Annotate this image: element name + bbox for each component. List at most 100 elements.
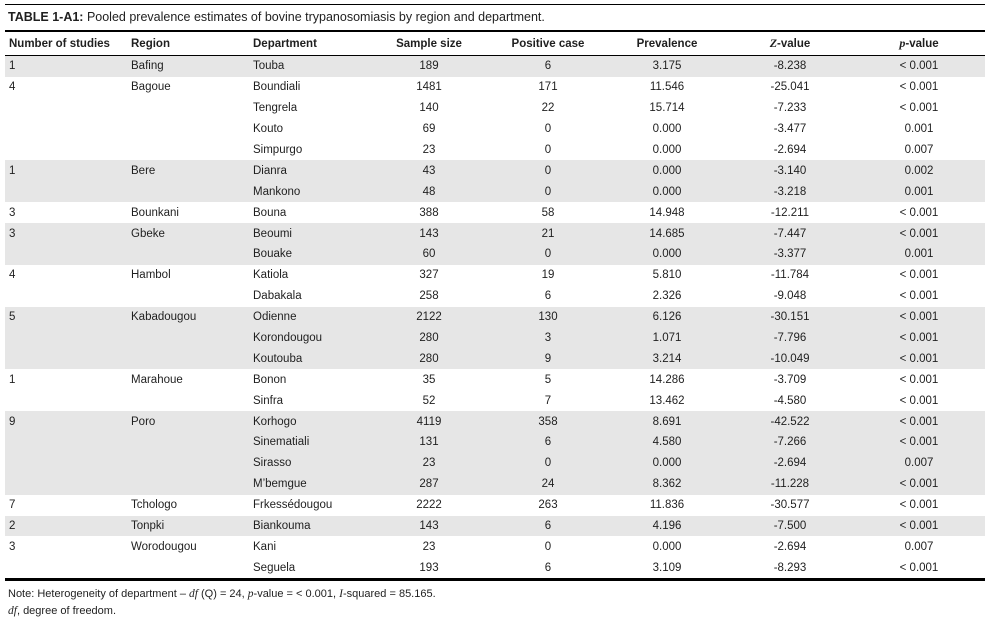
cell-number-of-studies: 3 — [5, 223, 127, 245]
plain-text: Sample size — [396, 37, 462, 50]
cell-prevalence: 0.000 — [652, 144, 682, 156]
cell-number-of-studies — [5, 557, 127, 579]
table-row: Sinfra 52 7 13.462 -4.580 < 0.001 — [5, 390, 985, 411]
table-title-label: TABLE 1-A1: — [8, 10, 84, 24]
cell-p-value: 0.001 — [904, 123, 934, 136]
cell-p-value: < 0.001 — [853, 327, 985, 349]
column-header-region: Region — [127, 31, 249, 56]
plain-text: -value — [777, 38, 811, 50]
cell-positive-case: 6 — [489, 432, 607, 453]
cell-sample-size: 143 — [369, 223, 489, 245]
cell-sample-size: 131 — [369, 432, 489, 453]
cell-department: Tengrela — [253, 102, 298, 115]
cell-positive-case: 0 — [544, 540, 552, 553]
cell-prevalence: 11.546 — [649, 81, 685, 94]
cell-positive-case: 0 — [489, 452, 607, 474]
cell-sample-size: 1481 — [416, 81, 442, 94]
italic-text: p — [899, 36, 906, 50]
cell-sample-size: 43 — [369, 160, 489, 182]
cell-region: Marahoue — [131, 373, 183, 386]
cell-number-of-studies: 7 — [9, 499, 16, 512]
table-title: TABLE 1-A1: Pooled prevalence estimates … — [5, 5, 985, 30]
cell-prevalence: 0.000 — [607, 452, 727, 474]
cell-department: Biankouma — [249, 515, 369, 537]
cell-z-value: -7.266 — [727, 432, 853, 453]
cell-p-value: < 0.001 — [899, 290, 939, 303]
cell-z-value: -7.796 — [727, 327, 853, 349]
table-row: 3 Worodougou Kani 23 0 0.000 -2.694 0.007 — [5, 536, 985, 557]
cell-number-of-studies — [5, 390, 127, 411]
cell-z-value: -30.151 — [727, 306, 853, 328]
cell-department: Touba — [249, 55, 369, 77]
cell-positive-case: 6 — [544, 561, 552, 574]
cell-p-value: < 0.001 — [853, 432, 985, 453]
cell-p-value: < 0.001 — [899, 499, 939, 512]
column-header-p-value: p-value — [853, 31, 985, 56]
cell-z-value: -3.218 — [727, 181, 853, 203]
cell-sample-size: 327 — [419, 269, 439, 282]
cell-sample-size: 52 — [422, 394, 436, 407]
plain-text: Region — [131, 37, 170, 50]
cell-z-value: -2.694 — [773, 144, 807, 156]
cell-z-value: -25.041 — [770, 81, 810, 94]
cell-z-value: -10.049 — [727, 348, 853, 370]
table-row: 9 Poro Korhogo 4119 358 8.691 -42.522 < 0.001 — [5, 411, 985, 433]
cell-department: Kouto — [253, 123, 284, 136]
cell-z-value: -30.577 — [770, 499, 810, 512]
cell-department: Bouake — [249, 244, 369, 265]
cell-positive-case: 0 — [544, 144, 552, 156]
cell-z-value: -8.238 — [727, 55, 853, 77]
cell-positive-case: 19 — [541, 269, 555, 282]
table-row: Sirasso 23 0 0.000 -2.694 0.007 — [5, 452, 985, 474]
cell-region: Hambol — [131, 269, 171, 282]
cell-number-of-studies — [5, 244, 127, 265]
cell-sample-size: 48 — [369, 181, 489, 203]
cell-positive-case: 0 — [544, 123, 552, 136]
cell-p-value: 0.007 — [853, 452, 985, 474]
cell-prevalence: 6.126 — [607, 306, 727, 328]
table-row: 1 Bere Dianra 43 0 0.000 -3.140 0.002 — [5, 160, 985, 182]
cell-prevalence: 1.071 — [607, 327, 727, 349]
cell-sample-size: 23 — [422, 540, 436, 553]
cell-z-value: -8.293 — [773, 561, 807, 574]
table-row: Korondougou 280 3 1.071 -7.796 < 0.001 — [5, 327, 985, 349]
cell-z-value: -2.694 — [773, 540, 807, 553]
cell-p-value: < 0.001 — [853, 306, 985, 328]
table-row: Tengrela 140 22 15.714 -7.233 < 0.001 — [5, 98, 985, 119]
cell-region: Kabadougou — [127, 306, 249, 328]
cell-department: Bonon — [253, 373, 287, 386]
table-row: 4 Hambol Katiola 327 19 5.810 -11.784 < 0.001 — [5, 265, 985, 286]
plain-text: Positive case — [511, 37, 585, 50]
cell-z-value: -2.694 — [727, 452, 853, 474]
table-row: M’bemgue 287 24 8.362 -11.228 < 0.001 — [5, 473, 985, 495]
plain-text: -value = < 0.001, — [253, 588, 340, 601]
header-row: Number of studies Region Department Sample … — [5, 31, 985, 56]
plain-text: Number of studies — [9, 37, 110, 50]
cell-z-value: -3.477 — [773, 123, 807, 136]
cell-p-value: < 0.001 — [853, 411, 985, 433]
cell-z-value: -7.447 — [727, 223, 853, 245]
cell-number-of-studies — [5, 286, 127, 307]
table-row: Kouto 69 0 0.000 -3.477 0.001 — [5, 119, 985, 140]
cell-positive-case: 9 — [489, 348, 607, 370]
cell-number-of-studies: 5 — [5, 306, 127, 328]
cell-prevalence: 4.580 — [607, 432, 727, 453]
cell-p-value: < 0.001 — [899, 81, 939, 94]
cell-prevalence: 4.196 — [607, 515, 727, 537]
cell-department: Seguela — [253, 561, 296, 574]
cell-region: Bagoue — [131, 81, 171, 94]
cell-prevalence: 3.214 — [607, 348, 727, 370]
table-row: Dabakala 258 6 2.326 -9.048 < 0.001 — [5, 286, 985, 307]
cell-p-value: < 0.001 — [899, 394, 939, 407]
plain-text: -value — [905, 38, 939, 50]
cell-number-of-studies: 4 — [9, 81, 16, 94]
cell-department: Kani — [253, 540, 277, 553]
cell-department: Sirasso — [249, 452, 369, 474]
cell-positive-case: 24 — [489, 473, 607, 495]
cell-number-of-studies — [5, 348, 127, 370]
cell-region: Bounkani — [131, 206, 179, 219]
plain-text: , degree of freedom. — [16, 605, 117, 618]
cell-region: Bafing — [127, 55, 249, 77]
cell-positive-case: 263 — [538, 499, 558, 512]
cell-sample-size: 69 — [422, 123, 436, 136]
